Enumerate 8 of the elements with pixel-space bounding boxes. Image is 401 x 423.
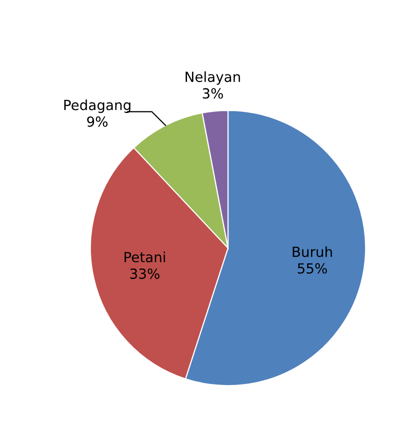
slice-label: Buruh xyxy=(292,246,332,258)
slice-label: Petani xyxy=(124,252,165,262)
data-label: 33% xyxy=(130,268,160,279)
slice-label: Nelayan xyxy=(186,71,240,85)
data-label: 9% xyxy=(87,116,108,127)
slice-label: Pedagang xyxy=(64,100,130,113)
data-label: 3% xyxy=(202,88,223,99)
data-label: 55% xyxy=(298,263,327,274)
